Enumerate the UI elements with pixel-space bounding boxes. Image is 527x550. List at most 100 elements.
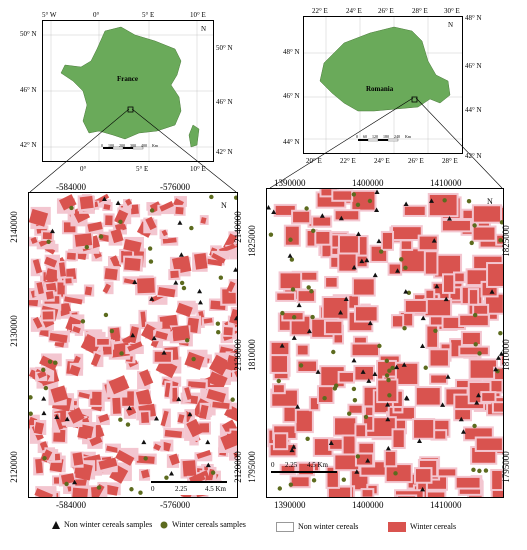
winter-sample-point bbox=[384, 358, 390, 364]
romania-y-left-2: 1810000 bbox=[246, 339, 257, 371]
non-winter-sample-point bbox=[178, 252, 184, 257]
winter-sample-point bbox=[322, 395, 327, 401]
romania-lat-right-2: 46° N bbox=[465, 62, 482, 70]
non-winter-sample-point bbox=[374, 189, 380, 195]
winter-sample-point bbox=[125, 422, 131, 427]
non-winter-sample-point bbox=[187, 411, 193, 417]
romania-y-right-1: 1825000 bbox=[500, 225, 511, 257]
non-winter-sample-point bbox=[197, 288, 203, 294]
winter-sample-point bbox=[347, 411, 352, 416]
legend-winter-cereals: Winter cereals bbox=[388, 522, 456, 532]
winter-sample-point bbox=[305, 436, 310, 441]
winter-sample-point bbox=[179, 280, 185, 286]
winter-sample-point bbox=[477, 468, 482, 474]
non-winter-sample-point bbox=[351, 264, 357, 270]
winter-sample-point bbox=[477, 351, 482, 356]
winter-sample-point bbox=[288, 237, 293, 242]
france-detail-north-arrow: N bbox=[221, 201, 227, 210]
france-x-top-2: -576000 bbox=[160, 182, 190, 192]
winter-sample-point bbox=[138, 490, 143, 495]
romania-lon-bottom-2: 22° E bbox=[340, 157, 356, 165]
non-winter-sample-point bbox=[493, 366, 499, 372]
winter-sample-point bbox=[291, 315, 297, 320]
field-pattern bbox=[267, 189, 503, 497]
winter-sample-point bbox=[41, 367, 46, 373]
non-winter-sample-point bbox=[376, 238, 382, 244]
non-winter-sample-point bbox=[354, 469, 360, 474]
non-winter-sample-point bbox=[315, 369, 321, 374]
winter-sample-point bbox=[80, 319, 86, 324]
france-label: France bbox=[117, 75, 138, 83]
romania-y-right-3: 1795000 bbox=[500, 451, 511, 483]
non-winter-sample-point bbox=[338, 215, 344, 221]
romania-scale-bar bbox=[358, 138, 399, 142]
winter-sample-point bbox=[298, 363, 304, 368]
non-winter-sample-point bbox=[343, 296, 349, 301]
winter-sample-point bbox=[384, 373, 390, 378]
france-lon-top-1: 5° W bbox=[42, 11, 57, 19]
winter-sample-point bbox=[164, 475, 169, 480]
non-winter-sample-point bbox=[132, 279, 138, 285]
non-winter-sample-point bbox=[372, 371, 378, 377]
france-x-top-1: -584000 bbox=[56, 182, 86, 192]
romania-lat-right-3: 44° N bbox=[465, 106, 482, 114]
winter-sample-point bbox=[43, 385, 49, 391]
corsica-land bbox=[188, 124, 200, 148]
winter-sample-point bbox=[276, 378, 281, 384]
france-y-right-1: 2140000 bbox=[232, 211, 243, 243]
winter-sample-point bbox=[184, 338, 190, 343]
winter-sample-point bbox=[483, 468, 489, 473]
winter-sample-point bbox=[64, 481, 69, 487]
non-winter-sample-point bbox=[338, 310, 344, 315]
france-x-bottom-2: -576000 bbox=[160, 500, 190, 510]
france-y-right-2: 2130000 bbox=[232, 339, 243, 371]
winter-sample-point bbox=[129, 487, 134, 492]
winter-sample-point bbox=[189, 225, 194, 231]
romania-y-left-1: 1825000 bbox=[246, 225, 257, 257]
romania-detail-north-arrow: N bbox=[487, 197, 493, 206]
non-winter-sample-point bbox=[364, 257, 370, 263]
non-winter-sample-point bbox=[176, 396, 182, 402]
romania-detail-scale-bar: 0 2.25 4.5 Km bbox=[271, 461, 341, 477]
non-winter-sample-point bbox=[233, 315, 237, 321]
non-winter-sample-point bbox=[291, 335, 297, 340]
non-winter-sample-point bbox=[420, 486, 426, 492]
winter-sample-point bbox=[84, 244, 90, 250]
red-swatch-icon bbox=[388, 522, 406, 532]
winter-sample-point bbox=[118, 417, 123, 422]
winter-sample-point bbox=[386, 377, 391, 383]
winter-sample-point bbox=[352, 397, 358, 403]
winter-sample-point bbox=[218, 275, 224, 280]
romania-north: N bbox=[448, 21, 454, 29]
winter-sample-point bbox=[355, 454, 361, 459]
winter-sample-point bbox=[209, 194, 214, 200]
winter-sample-point bbox=[341, 477, 346, 482]
winter-sample-point bbox=[498, 330, 503, 336]
non-winter-sample-point bbox=[359, 258, 365, 264]
france-y-left-2: 2130000 bbox=[8, 315, 19, 347]
romania-y-left-3: 1795000 bbox=[246, 451, 257, 483]
white-swatch-icon bbox=[276, 522, 294, 532]
non-winter-sample-point bbox=[495, 355, 501, 360]
romania-lon-bottom-1: 20° E bbox=[306, 157, 322, 165]
france-lat-right-1: 50° N bbox=[216, 44, 233, 52]
non-winter-sample-point bbox=[420, 315, 426, 321]
winter-sample-point bbox=[103, 312, 109, 318]
romania-lat-right-1: 48° N bbox=[465, 14, 482, 22]
non-winter-sample-point bbox=[279, 343, 285, 348]
winter-sample-point bbox=[472, 223, 477, 228]
non-winter-sample-point bbox=[385, 402, 391, 407]
non-winter-sample-point bbox=[197, 299, 203, 305]
non-winter-sample-point bbox=[233, 267, 237, 272]
non-winter-sample-point bbox=[291, 444, 297, 449]
winter-sample-point bbox=[69, 205, 74, 211]
winter-sample-point bbox=[351, 192, 357, 197]
france-lon-top-2: 0° bbox=[93, 11, 100, 19]
winter-sample-point bbox=[288, 482, 294, 487]
romania-scale-labels: 0 60 120 180 240 Km bbox=[356, 134, 411, 139]
winter-sample-point bbox=[403, 265, 408, 270]
winter-sample-point bbox=[351, 386, 357, 392]
romania-lat-left-3: 44° N bbox=[283, 138, 300, 146]
winter-sample-point bbox=[47, 359, 53, 364]
winter-sample-point bbox=[268, 232, 274, 237]
